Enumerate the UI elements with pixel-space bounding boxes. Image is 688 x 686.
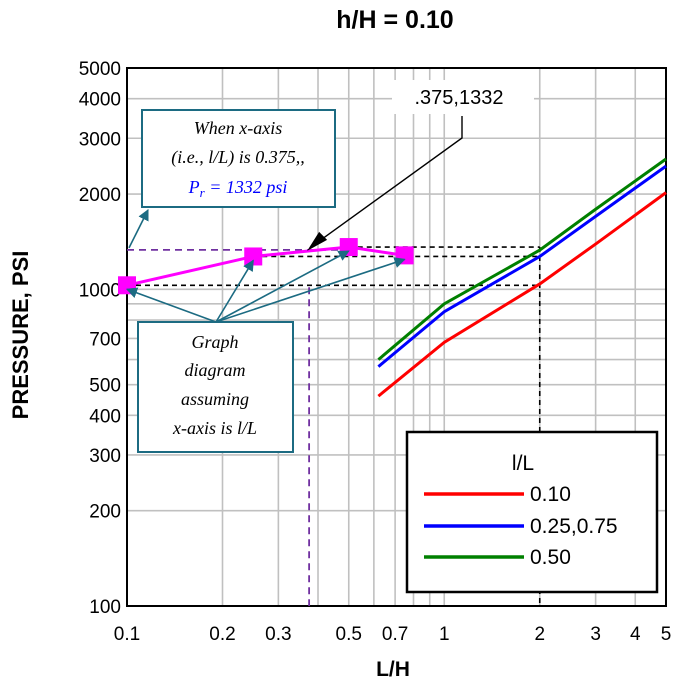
plot-area [126,67,667,607]
note-symbol: P [188,177,200,197]
graph-note-line-4: x-axis is l/L [172,418,257,438]
x-tick-label: 0.5 [336,624,362,645]
y-tick-label: 3000 [79,129,121,150]
x-tick-label: 4 [630,624,641,645]
y-tick-label: 2000 [79,185,121,206]
y-tick-label: 1000 [79,280,121,301]
legend-frame [405,430,659,594]
overlay-marker [244,247,263,266]
legend-title: l/L [512,452,534,475]
graph-note-box: Graph diagram assuming x-axis is l/L [137,321,294,453]
overlay-series [118,238,414,295]
graph-note-arrow [215,257,406,323]
y-tick-labels: 100 200 300 400 500 700 1000 2000 3000 4000 5000 [79,59,121,618]
y-tick-label: 200 [89,502,121,523]
x-tick-labels: 0.1 0.2 0.3 0.5 0.7 1 2 3 4 5 [114,624,672,645]
overlay-marker [339,238,358,257]
x-tick-label: 0.1 [114,624,140,645]
callout-arrow-head [307,231,328,251]
x-tick-label: 3 [590,624,601,645]
annotation-arrows [125,116,463,323]
graph-note-arrow [215,259,254,323]
legend-label-0.50: 0.50 [530,546,571,569]
y-tick-label: 500 [89,376,121,397]
series-line-0 [377,191,667,398]
y-tick-label: 700 [89,329,121,350]
graph-note-frame [137,321,294,453]
y-tick-label: 300 [89,446,121,467]
chart-title: h/H = 0.10 [336,6,453,34]
series-line-1 [377,164,667,368]
graph-note-line-2: diagram [184,360,245,380]
note-line-2: (i.e., l/L) is 0.375,, [171,147,305,168]
legend-label-0.10: 0.10 [530,483,571,506]
callout-arrow [310,116,463,248]
x-tick-label: 0.3 [265,624,291,645]
callout: .375,1332 [392,80,534,114]
x-tick-label: 0.2 [209,624,235,645]
note-value: = 1332 psi [205,177,288,197]
x-tick-label: 5 [661,624,672,645]
graph-note-line-1: Graph [191,332,238,352]
y-tick-label: 5000 [79,59,121,80]
series-lines [377,157,667,398]
note-line-1: When x-axis [194,118,282,138]
x-axis-label: L/H [376,658,410,681]
y-axis-label: PRESSURE, PSI [8,251,33,420]
y-tick-label: 100 [89,597,121,618]
legend-label-0.25-0.75: 0.25,0.75 [530,515,618,538]
graph-note-arrow [125,287,217,323]
note-subscript: r [200,185,206,200]
graph-note-line-3: assuming [181,389,249,409]
y-tick-label: 400 [89,406,121,427]
note-line-3: Pr = 1332 psi [188,177,288,200]
overlay-line [126,245,405,287]
legend: l/L 0.10 0.25,0.75 0.50 [405,430,659,594]
x-tick-label: 1 [439,624,450,645]
x-tick-label: 0.7 [382,624,408,645]
callout-label: .375,1332 [415,87,504,109]
note-arrow [128,208,149,249]
note-box-frame [141,109,336,208]
x-tick-label: 2 [534,624,545,645]
note-box: When x-axis (i.e., l/L) is 0.375,, Pr = … [141,109,336,208]
callout-box [392,80,534,114]
y-tick-label: 4000 [79,90,121,111]
graph-note-arrow [215,250,350,323]
series-line-2 [377,157,667,361]
